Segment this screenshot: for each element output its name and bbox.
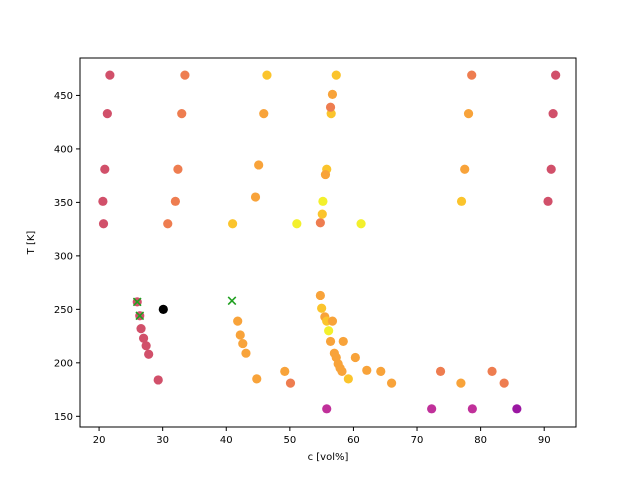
y-tick-label: 400	[54, 144, 73, 155]
data-point	[102, 109, 112, 119]
data-point	[317, 209, 327, 219]
data-point	[543, 196, 553, 206]
data-point	[241, 348, 251, 358]
y-tick-label: 300	[54, 251, 73, 262]
data-point	[252, 374, 262, 384]
data-point	[343, 374, 353, 384]
data-point	[463, 109, 474, 119]
data-point	[317, 303, 327, 313]
x-tick-label: 30	[156, 435, 169, 446]
x-tick-label: 90	[538, 435, 551, 446]
data-point	[177, 109, 187, 119]
data-point	[163, 219, 173, 229]
y-tick-label: 350	[54, 198, 73, 209]
data-point	[325, 102, 336, 112]
data-point	[376, 366, 386, 376]
data-point	[285, 378, 296, 388]
data-point	[153, 375, 163, 385]
plot-frame	[79, 57, 577, 428]
data-point	[105, 70, 115, 80]
x-tick-label: 80	[474, 435, 487, 446]
x-tick-label: 20	[93, 435, 106, 446]
data-point	[136, 324, 146, 334]
y-axis-label: T [K]	[26, 231, 37, 256]
y-tick-label: 250	[54, 305, 73, 316]
data-point	[315, 290, 325, 301]
data-point	[435, 366, 446, 376]
data-point	[546, 164, 556, 174]
x-tick-label: 70	[411, 435, 424, 446]
data-point	[233, 316, 243, 326]
x-tick-label: 40	[220, 435, 233, 446]
data-point	[158, 304, 168, 314]
data-point	[173, 164, 183, 174]
data-point	[456, 196, 467, 206]
data-point	[460, 164, 470, 174]
data-point	[467, 70, 477, 80]
data-point	[292, 219, 302, 229]
data-point	[250, 192, 261, 202]
data-point	[327, 316, 338, 326]
y-tick-label: 150	[54, 412, 73, 423]
data-point	[320, 169, 331, 180]
data-point	[100, 164, 110, 174]
cross-marker	[132, 297, 142, 307]
data-point	[427, 404, 437, 414]
data-point	[138, 333, 149, 343]
y-tick-label: 450	[54, 91, 73, 102]
data-point	[551, 70, 561, 80]
data-point	[98, 196, 108, 206]
data-point	[350, 352, 360, 363]
data-point	[98, 219, 109, 229]
data-point	[456, 378, 466, 388]
points-layer	[98, 70, 561, 414]
data-point	[548, 109, 558, 119]
data-point	[362, 365, 372, 375]
data-point	[262, 70, 272, 80]
data-point	[338, 336, 348, 347]
data-point	[318, 196, 328, 206]
data-point	[324, 326, 334, 336]
data-point	[325, 336, 336, 347]
y-axis-ticks: 150 200 250 300 350 400 450	[54, 91, 80, 423]
data-point	[144, 349, 154, 359]
cross-marker	[227, 296, 237, 306]
data-point	[322, 404, 332, 414]
x-tick-label: 50	[283, 435, 296, 446]
data-point	[331, 70, 341, 80]
cross-marker	[135, 311, 145, 321]
data-point	[259, 109, 269, 119]
data-point	[170, 196, 180, 206]
data-point	[386, 378, 397, 388]
x-axis-ticks: 20 30 40 50 60 70 80 90	[93, 427, 551, 446]
data-point	[228, 219, 238, 229]
data-point	[315, 218, 325, 228]
data-point	[512, 404, 522, 414]
data-point	[499, 378, 509, 388]
data-point	[280, 366, 290, 376]
data-point	[327, 89, 338, 99]
crosses-layer	[132, 296, 237, 321]
data-point	[467, 404, 477, 414]
data-point	[235, 330, 245, 340]
data-point	[337, 366, 347, 376]
data-point	[487, 366, 497, 376]
x-tick-label: 60	[347, 435, 360, 446]
data-point	[356, 219, 366, 229]
data-point	[141, 341, 151, 351]
data-point	[254, 160, 264, 170]
y-tick-label: 200	[54, 358, 73, 369]
x-axis-label: c [vol%]	[308, 452, 349, 463]
data-point	[238, 338, 248, 349]
data-point	[180, 70, 190, 80]
